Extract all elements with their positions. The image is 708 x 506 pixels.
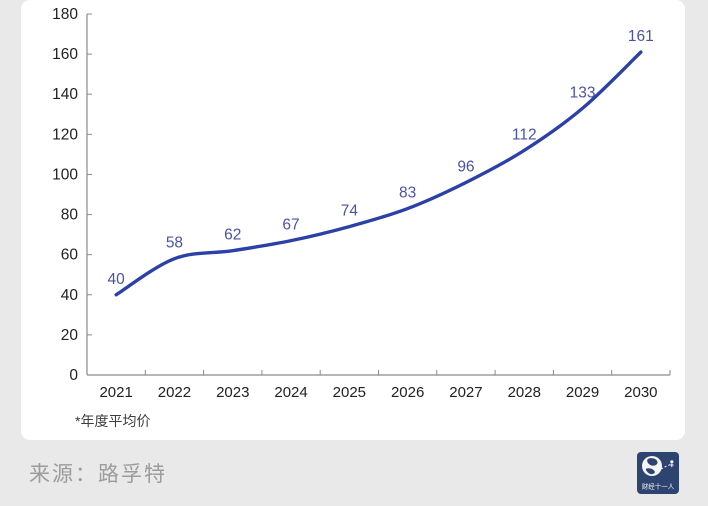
- y-axis-label: 60: [61, 247, 79, 264]
- line-chart: 0 20 40 60 80 100 120 140 160 180 2021 2022 2023 2024…: [52, 6, 671, 401]
- y-axis-label: 0: [69, 367, 78, 384]
- footer: 来源：路孚特 财经十一人: [0, 440, 708, 506]
- data-point-label: 40: [108, 271, 126, 288]
- data-point-label: 58: [166, 235, 183, 252]
- data-point-label: 161: [628, 28, 654, 45]
- chart-footnote: *年度平均价: [75, 413, 151, 429]
- globe-icon: [642, 456, 674, 476]
- data-point-label: 83: [399, 185, 416, 202]
- source-text: 来源：路孚特: [29, 463, 167, 486]
- x-axis-label: 2021: [99, 384, 132, 401]
- data-point-label: 96: [457, 158, 474, 175]
- y-axis-label: 140: [52, 86, 78, 103]
- publisher-logo: 财经十一人: [637, 452, 679, 494]
- x-axis-label: 2030: [624, 384, 657, 401]
- x-axis-label: 2023: [216, 384, 249, 401]
- data-point-label: 133: [570, 84, 596, 101]
- x-axis-label: 2025: [333, 384, 366, 401]
- x-axis-label: 2027: [449, 384, 482, 401]
- data-point-label: 112: [512, 126, 537, 143]
- x-axis-label: 2029: [566, 384, 599, 401]
- y-axis-label: 120: [52, 126, 78, 143]
- logo-text: 财经十一人: [642, 482, 675, 491]
- y-axis-label: 160: [52, 46, 78, 63]
- y-axis-label: 40: [61, 287, 79, 304]
- x-axis-label: 2026: [391, 384, 424, 401]
- data-point-label: 67: [282, 217, 299, 234]
- data-point-label: 62: [224, 227, 241, 244]
- x-axis-label: 2028: [508, 384, 541, 401]
- data-point-label: 74: [341, 203, 359, 220]
- x-axis-label: 2024: [274, 384, 307, 401]
- chart-panel: 0 20 40 60 80 100 120 140 160 180 2021 2022 2023 2024…: [21, 0, 685, 440]
- y-axis-label: 100: [52, 166, 78, 183]
- series-line: [114, 50, 643, 297]
- y-axis-label: 80: [61, 207, 79, 224]
- x-axis-label: 2022: [158, 384, 191, 401]
- y-axis-label: 180: [52, 6, 78, 23]
- y-axis-label: 20: [61, 327, 79, 344]
